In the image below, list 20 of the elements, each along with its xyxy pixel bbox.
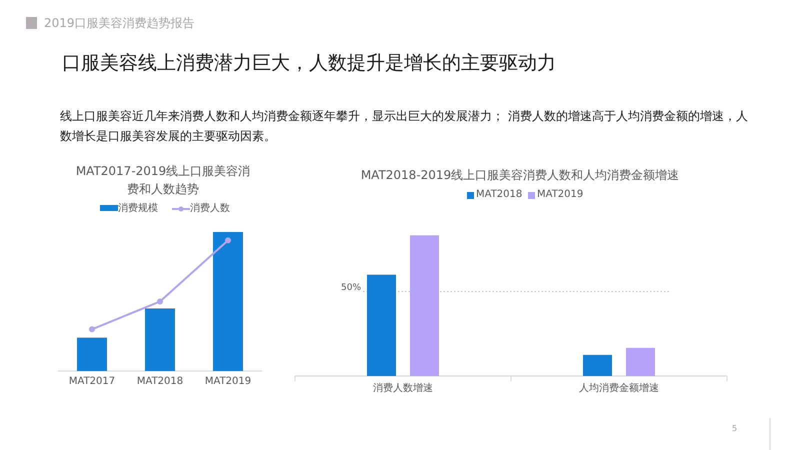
x-tick-label: MAT2018 <box>136 376 184 387</box>
x-tick-label: MAT2019 <box>204 376 252 387</box>
x-tick-label: 消费人数增速 <box>372 382 434 395</box>
bar <box>410 235 439 376</box>
chart-title: MAT2018-2019线上口服美容消费人数和人均消费金额增速 <box>360 167 680 184</box>
chart-title: MAT2017-2019线上口服美容消费和人数趋势 <box>74 163 252 198</box>
text: 线上口服美容近几年来消费人数和人均消费金额逐年攀升，显示出巨大的发展潜力； 消费人数的增速高于人均消费金额的增速，人数增长是口服美容发展的主要驱动因素。 <box>60 108 749 145</box>
legend-label: MAT2018 <box>476 189 522 200</box>
x-tick-label: MAT2017 <box>68 376 116 387</box>
bar <box>367 274 396 376</box>
legend-label: MAT2019 <box>537 189 584 200</box>
legend-label: 消费规模 <box>118 202 158 215</box>
annotation: 50% <box>341 282 362 293</box>
legend-label: 消费人数 <box>190 202 230 215</box>
text: 5 <box>732 424 738 433</box>
x-tick-label: 人均消费金额增速 <box>578 382 660 395</box>
bar <box>626 348 655 376</box>
text: 2019口服美容消费趋势报告 <box>44 15 195 32</box>
bar <box>583 354 612 376</box>
text: 口服美容线上消费潜力巨大，人数提升是增长的主要驱动力 <box>62 51 556 76</box>
